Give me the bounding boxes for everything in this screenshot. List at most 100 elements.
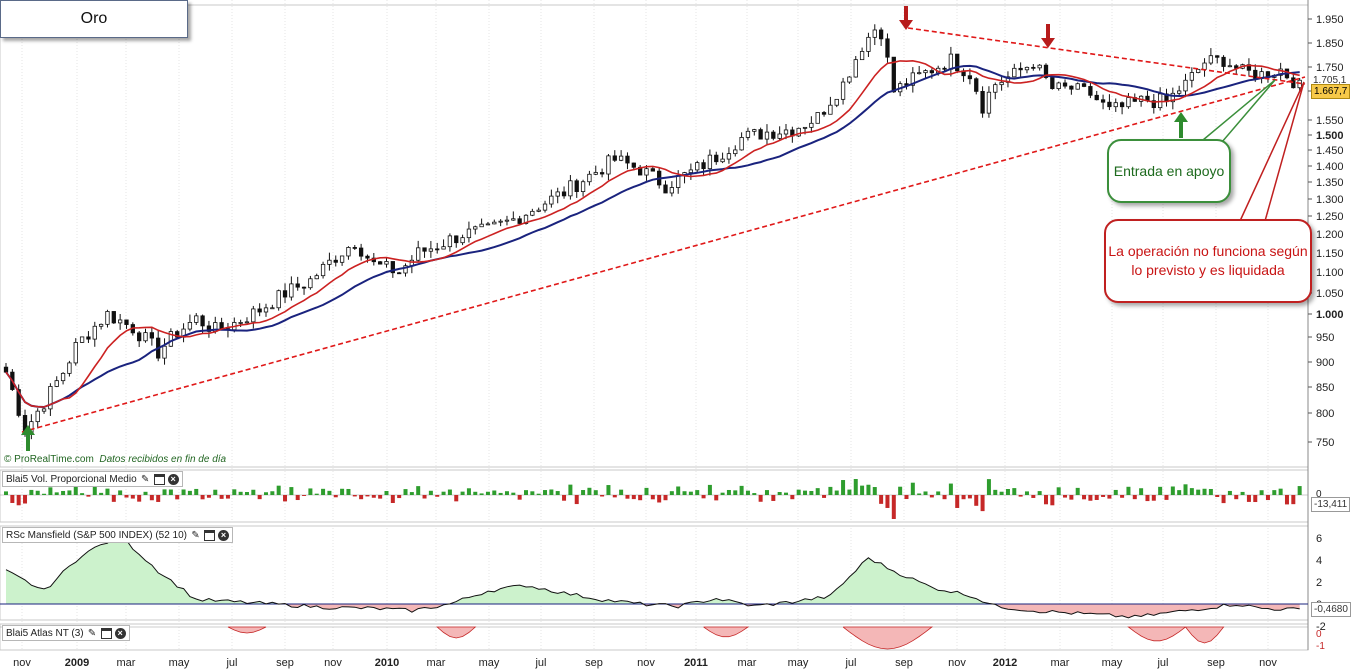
volume-bar bbox=[853, 479, 858, 495]
volume-bar bbox=[1278, 488, 1283, 495]
volume-bar bbox=[720, 492, 725, 495]
volume-bar bbox=[1158, 486, 1163, 495]
volume-bar bbox=[1126, 486, 1131, 495]
candle-body bbox=[301, 286, 307, 289]
candle-body bbox=[1012, 67, 1017, 78]
resistance-trendline bbox=[907, 27, 1306, 85]
candle-body bbox=[745, 130, 751, 138]
rs-positive-area bbox=[6, 536, 1300, 604]
volume-bar bbox=[1063, 495, 1068, 498]
candle-body bbox=[358, 247, 364, 257]
volume-bar bbox=[48, 487, 53, 495]
volume-bar bbox=[676, 486, 681, 495]
window-icon[interactable] bbox=[153, 473, 165, 485]
volume-bar bbox=[289, 487, 294, 495]
y-tick-label: 1.850 bbox=[1316, 38, 1344, 50]
volume-bar bbox=[885, 495, 890, 508]
candle-body bbox=[1196, 68, 1201, 73]
volume-bar bbox=[73, 485, 78, 495]
candle-body bbox=[580, 181, 586, 192]
price-panel bbox=[3, 6, 1306, 451]
x-tick-label: nov bbox=[948, 657, 966, 669]
candle-body bbox=[282, 290, 288, 298]
volume-bar bbox=[130, 495, 135, 499]
candle-body bbox=[428, 248, 434, 252]
candle-body bbox=[60, 372, 66, 382]
volume-bar bbox=[555, 491, 560, 495]
exit-callout: La operación no funciona según lo previs… bbox=[1104, 219, 1312, 303]
candle-body bbox=[587, 173, 592, 183]
volume-bar bbox=[663, 495, 668, 501]
volume-bar bbox=[828, 486, 833, 495]
volume-bar bbox=[4, 491, 8, 495]
candle-body bbox=[289, 283, 294, 298]
volume-bar bbox=[1189, 488, 1194, 495]
candle-body bbox=[593, 172, 598, 175]
volume-bar bbox=[733, 490, 738, 495]
candle-body bbox=[1037, 64, 1042, 69]
candle-body bbox=[149, 332, 154, 339]
candle-body bbox=[3, 366, 9, 373]
candle-body bbox=[644, 168, 649, 176]
volume-bar bbox=[879, 495, 884, 504]
volume-bar bbox=[1208, 488, 1213, 495]
volume-bar bbox=[688, 491, 693, 495]
volume-bar bbox=[314, 493, 319, 495]
candle-body bbox=[479, 223, 484, 228]
candle-body bbox=[67, 362, 72, 374]
candle-body bbox=[79, 336, 85, 343]
x-tick-label: nov bbox=[13, 657, 31, 669]
volume-bar bbox=[251, 489, 256, 495]
volume-bar bbox=[1246, 495, 1251, 502]
candle-body bbox=[1119, 102, 1125, 108]
volume-bar bbox=[1082, 495, 1087, 500]
volume-bar bbox=[841, 480, 846, 495]
volume-bar bbox=[67, 490, 72, 495]
volume-bar bbox=[745, 490, 750, 495]
volume-bar bbox=[657, 495, 662, 503]
volume-bar bbox=[384, 491, 389, 495]
volume-bar bbox=[308, 488, 313, 495]
volume-bar bbox=[1272, 490, 1277, 495]
volume-bar bbox=[137, 495, 142, 502]
volume-bar bbox=[498, 492, 503, 495]
candle-body bbox=[1208, 55, 1214, 64]
candle-body bbox=[1031, 66, 1036, 69]
close-icon[interactable]: × bbox=[114, 627, 126, 639]
volume-bar bbox=[346, 488, 351, 495]
volume-bar bbox=[777, 492, 782, 495]
volume-bar bbox=[143, 491, 148, 495]
candle-body bbox=[676, 175, 681, 188]
y-tick-label: 1.000 bbox=[1316, 309, 1344, 321]
candle-body bbox=[974, 78, 979, 92]
volume-bar bbox=[942, 495, 947, 500]
x-tick-label: nov bbox=[637, 657, 655, 669]
candle-body bbox=[1278, 68, 1283, 76]
candle-body bbox=[663, 184, 668, 194]
volume-bar bbox=[225, 495, 230, 499]
candle-body bbox=[650, 168, 655, 172]
volume-bar bbox=[80, 493, 85, 495]
volume-bar bbox=[340, 488, 345, 495]
wrench-icon[interactable]: ✎ bbox=[87, 627, 97, 639]
wrench-icon[interactable]: ✎ bbox=[140, 473, 150, 485]
candle-body bbox=[853, 59, 858, 78]
volume-bar bbox=[904, 495, 909, 500]
candle-body bbox=[574, 180, 579, 192]
atlas-panel-label: Blai5 Atlas NT (3) ✎ × bbox=[2, 625, 130, 641]
candle-body bbox=[1227, 65, 1233, 68]
ma-price-box: 1.705,1 bbox=[1311, 74, 1349, 87]
candle-body bbox=[517, 218, 522, 224]
close-icon[interactable]: × bbox=[167, 473, 179, 485]
candle-body bbox=[993, 84, 998, 93]
wrench-icon[interactable]: ✎ bbox=[191, 529, 200, 541]
candle-body bbox=[891, 56, 896, 93]
volume-bar bbox=[790, 495, 795, 500]
close-icon[interactable]: × bbox=[218, 529, 230, 541]
volume-bar bbox=[682, 491, 687, 495]
candle-body bbox=[276, 290, 281, 309]
candle-body bbox=[327, 259, 332, 265]
candle-body bbox=[295, 283, 300, 288]
window-icon[interactable] bbox=[100, 627, 112, 639]
window-icon[interactable] bbox=[204, 529, 216, 541]
